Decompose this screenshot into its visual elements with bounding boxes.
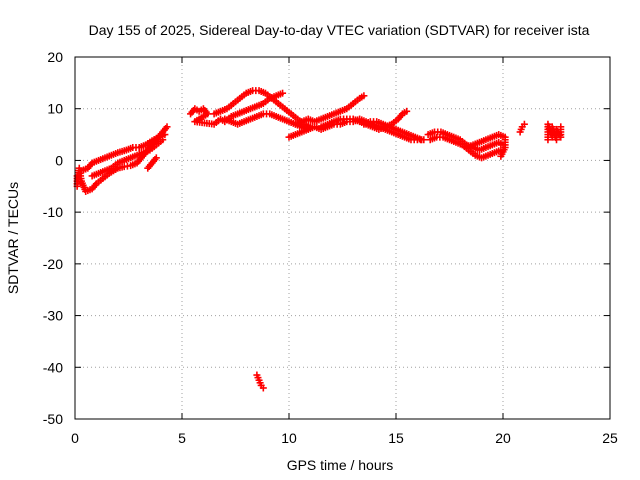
y-tick-label: 20 (47, 49, 63, 65)
x-tick-label: 5 (178, 430, 186, 446)
x-tick-label: 10 (281, 430, 297, 446)
data-point (557, 123, 565, 131)
x-axis-ticks: 0 5 10 15 20 25 (71, 57, 618, 446)
data-point (163, 123, 171, 131)
plot-frame (74, 56, 611, 420)
y-tick-label: -20 (43, 256, 63, 272)
data-point (520, 120, 528, 128)
y-tick-label: -50 (43, 411, 63, 427)
x-tick-label: 15 (388, 430, 404, 446)
data-point (497, 152, 505, 160)
x-tick-label: 0 (71, 430, 79, 446)
chart-title: Day 155 of 2025, Sidereal Day-to-day VTE… (89, 22, 590, 38)
x-tick-label: 20 (495, 430, 511, 446)
y-axis-title: SDTVAR / TECUs (5, 182, 21, 294)
data-point (259, 384, 267, 392)
x-tick-label: 25 (602, 430, 618, 446)
y-tick-label: 0 (55, 152, 63, 168)
y-tick-label: -30 (43, 308, 63, 324)
y-tick-label: -10 (43, 204, 63, 220)
y-axis-ticks: -50 -40 -30 -20 -10 0 10 20 (43, 49, 610, 427)
data-point (159, 136, 167, 144)
x-axis-title: GPS time / hours (287, 457, 394, 473)
y-tick-label: 10 (47, 101, 63, 117)
data-point (161, 131, 169, 139)
y-tick-label: -40 (43, 359, 63, 375)
data-point (360, 92, 368, 100)
data-point (152, 154, 160, 162)
data-points (73, 87, 565, 392)
data-point (279, 89, 287, 97)
data-point (418, 136, 426, 144)
data-point (403, 107, 411, 115)
